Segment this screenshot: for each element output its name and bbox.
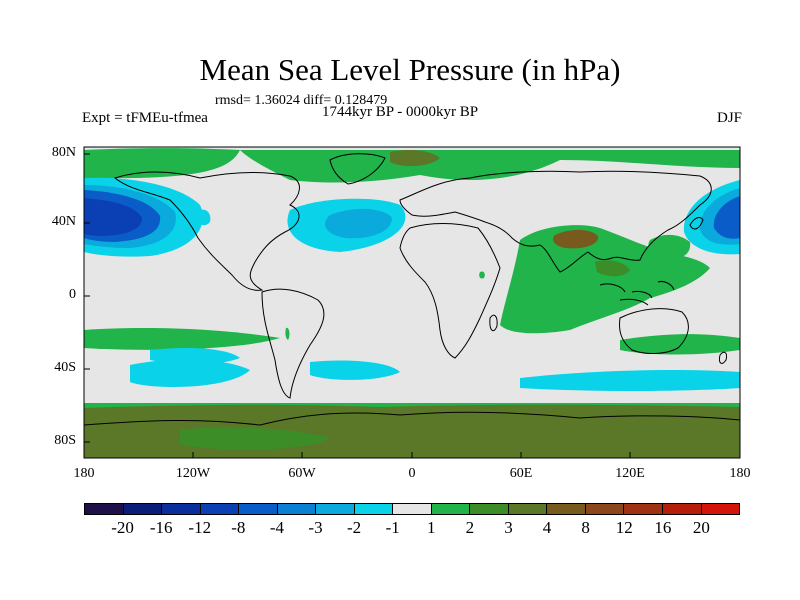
season-label: DJF — [716, 110, 742, 126]
x-tick-label: 0 — [408, 466, 416, 481]
colorbar-swatch — [393, 504, 432, 514]
colorbar-label: -3 — [308, 518, 323, 537]
experiment-label: Expt = tFMEu-tfmea — [82, 110, 208, 126]
colorbar-swatch — [662, 504, 702, 514]
colorbar-swatch — [508, 504, 548, 514]
colorbar-label: -20 — [111, 518, 134, 537]
colorbar-label: 1 — [427, 518, 436, 537]
colorbar-swatch — [200, 504, 240, 514]
colorbar-label: 20 — [692, 518, 710, 537]
south-atlantic-cyan — [310, 360, 400, 380]
x-tick-label: 60E — [509, 466, 533, 481]
colorbar-swatch — [277, 504, 317, 514]
colorbar-swatch — [85, 504, 124, 514]
north-pacific-deep-east — [713, 196, 740, 239]
x-tick-label: 120W — [175, 466, 211, 481]
colorbar-swatch — [470, 504, 509, 514]
colorbar-swatch — [239, 504, 278, 514]
small-green-dot — [479, 271, 485, 279]
time-period-label: 1744kyr BP - 0000kyr BP — [322, 104, 479, 120]
x-tick-label: 120E — [615, 466, 645, 481]
south-pacific-cyan-2 — [130, 359, 250, 387]
axis-ticks — [83, 153, 741, 458]
x-tick-label: 180 — [73, 466, 95, 481]
small-cyan-patch — [195, 209, 211, 226]
colorbar-swatch — [431, 504, 471, 514]
colorbar-swatch — [624, 504, 663, 514]
y-tick-label: 80N — [51, 145, 76, 160]
colorbar-swatch — [701, 504, 740, 514]
colorbar-label: 2 — [465, 518, 475, 537]
asia-dark-green — [595, 260, 630, 277]
north-atlantic-mid — [325, 208, 392, 239]
west-pacific-green — [648, 234, 691, 260]
colorbar-label: -2 — [347, 518, 362, 537]
colorbar-label: -8 — [231, 518, 246, 537]
x-tick-label: 60W — [288, 466, 316, 481]
south-pacific-green-east — [620, 334, 740, 355]
y-tick-label: 40N — [51, 214, 76, 229]
colorbar-label: -4 — [269, 518, 285, 537]
asia-brown-core — [553, 229, 599, 249]
colorbar-swatch — [547, 504, 586, 514]
colorbar-label: 16 — [654, 518, 672, 537]
coastlines — [84, 153, 740, 426]
rmsd-diff-stats: rmsd= 1.36024 diff= 0.128479 — [215, 93, 388, 108]
antarctic-patch — [180, 427, 330, 450]
colorbar-swatch — [585, 504, 625, 514]
colorbar-swatch — [123, 504, 163, 514]
south-pacific-green — [84, 327, 280, 350]
arctic-green-west — [84, 148, 240, 179]
north-pacific-core — [84, 198, 142, 236]
colorbar-swatch — [162, 504, 201, 514]
y-tick-label: 0 — [69, 287, 76, 302]
colorbar-swatch — [316, 504, 355, 514]
colorbar — [84, 503, 740, 515]
arctic-dark-patch — [390, 150, 440, 167]
arctic-green-band — [240, 150, 740, 183]
colorbar-label: -1 — [385, 518, 400, 537]
y-tick-label: 80S — [54, 433, 76, 448]
colorbar-label: 8 — [581, 518, 590, 537]
colorbar-label: 3 — [504, 518, 513, 537]
y-tick-label: 40S — [54, 360, 76, 375]
colorbar-label: 12 — [615, 518, 633, 537]
colorbar-label: -16 — [149, 518, 173, 537]
colorbar-label: 4 — [542, 518, 552, 537]
small-green-sliver — [285, 327, 290, 340]
colorbar-swatch — [354, 504, 394, 514]
x-tick-label: 180 — [729, 466, 751, 481]
colorbar-label: -12 — [188, 518, 212, 537]
south-indian-cyan — [520, 370, 740, 391]
chart-title: Mean Sea Level Pressure (in hPa) — [199, 52, 621, 87]
